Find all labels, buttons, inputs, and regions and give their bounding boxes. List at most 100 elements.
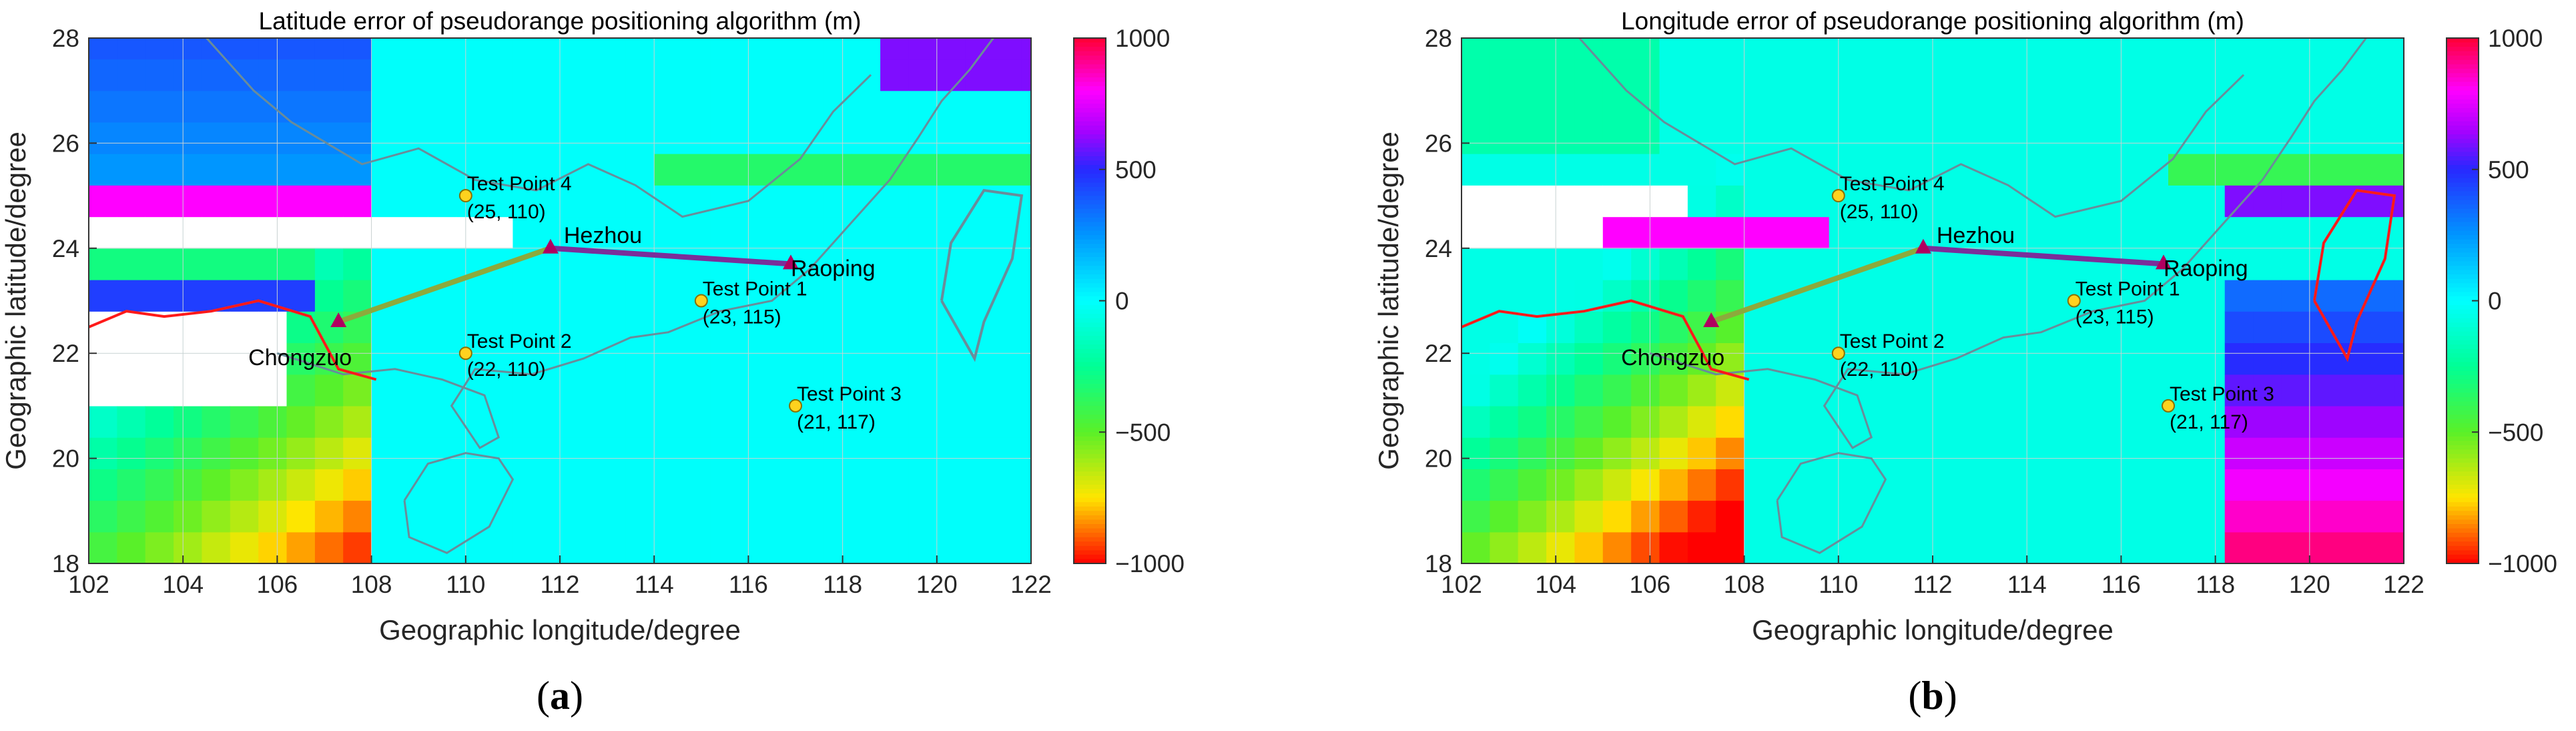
heatmap-cell	[1602, 90, 1632, 123]
heatmap-cell	[1602, 59, 1632, 91]
heatmap-cell	[1490, 531, 1519, 563]
heatmap-cell	[936, 90, 966, 123]
heatmap-cell	[2140, 38, 2169, 60]
colorbar-segment	[2447, 357, 2479, 362]
heatmap-cell	[852, 405, 881, 438]
heatmap-cell	[569, 38, 599, 60]
colorbar-segment	[1074, 204, 1106, 210]
heatmap-cell	[117, 531, 146, 563]
colorbar-segment	[1074, 493, 1106, 499]
heatmap-cell	[1546, 216, 1576, 249]
heatmap-cell	[767, 469, 796, 501]
heatmap-cell	[202, 59, 231, 91]
heatmap-cell	[117, 500, 146, 533]
heatmap-cell	[202, 280, 231, 312]
heatmap-cell	[993, 154, 1022, 186]
heatmap-cell	[343, 469, 372, 501]
province-border	[206, 38, 872, 218]
heatmap-cell	[965, 374, 994, 407]
colorbar-segment	[1074, 506, 1106, 511]
heatmap-cell	[2224, 90, 2254, 123]
heatmap-cell	[1744, 38, 1773, 60]
heatmap-cell	[2224, 154, 2254, 186]
heatmap-cell	[2112, 469, 2141, 501]
heatmap-cell	[2224, 216, 2254, 249]
heatmap-cell	[286, 154, 316, 186]
colorbar-segment	[2447, 484, 2479, 490]
heatmap-cell	[2027, 280, 2056, 312]
heatmap-cell	[456, 531, 485, 563]
colorbar-segment	[1074, 38, 1106, 43]
heatmap-cell	[2394, 342, 2404, 375]
heatmap-cell	[174, 437, 203, 469]
colorbar-segment	[1074, 340, 1106, 345]
heatmap-cell	[852, 154, 881, 186]
heatmap-cell	[2394, 500, 2404, 533]
heatmap-cell	[852, 374, 881, 407]
colorbar-segment	[1074, 64, 1106, 69]
heatmap-cell	[174, 185, 203, 218]
heatmap-cell	[258, 500, 288, 533]
heatmap-cell	[2281, 216, 2310, 249]
heatmap-cell	[625, 121, 655, 154]
heatmap-cell	[2196, 531, 2226, 563]
heatmap-cell	[1518, 185, 1547, 218]
heatmap-cell	[908, 59, 938, 91]
colorbar-segment	[1074, 121, 1106, 126]
heatmap-cell	[2281, 405, 2310, 438]
heatmap-cell	[145, 531, 174, 563]
colorbar-segment	[2447, 348, 2479, 354]
heatmap-cell	[2055, 248, 2084, 280]
heatmap-cell	[2140, 185, 2169, 218]
heatmap-cell	[343, 121, 372, 154]
y-tick-label: 22	[52, 340, 79, 367]
heatmap-cell	[1021, 59, 1031, 91]
test-point-coords-2: (22, 110)	[1840, 358, 1919, 381]
heatmap-cell	[2224, 185, 2254, 218]
heatmap-cell	[145, 38, 174, 60]
colorbar-segment	[1074, 423, 1106, 429]
colorbar: 1000 500 0 −500 −1000	[1073, 25, 1185, 577]
colorbar-segment	[1074, 42, 1106, 47]
heatmap-cell	[597, 469, 627, 501]
colorbar-segment	[1074, 523, 1106, 529]
heatmap-cell	[1857, 90, 1886, 123]
colorbar-segment	[1074, 467, 1106, 472]
heatmap-cell	[2027, 531, 2056, 563]
heatmap-cell	[1829, 90, 1858, 123]
colorbar-segment	[2447, 261, 2479, 266]
heatmap-cell	[400, 437, 428, 469]
heatmap-cell	[908, 248, 938, 280]
colorbar-segment	[1074, 511, 1106, 516]
heatmap-cell	[117, 216, 146, 249]
heatmap-cell	[174, 469, 203, 501]
colorbar-segment	[1074, 235, 1106, 240]
heatmap-cell	[174, 280, 203, 312]
heatmap-cell	[1773, 216, 1801, 249]
heatmap-cell	[1857, 280, 1886, 312]
heatmap-cell	[1021, 405, 1031, 438]
test-point-label-3: Test Point 3	[797, 383, 902, 405]
heatmap-cell	[1462, 90, 1490, 123]
heatmap-cell	[936, 531, 966, 563]
heatmap-cell	[2027, 216, 2056, 249]
heatmap-cell	[89, 280, 117, 312]
x-tick-label: 116	[729, 571, 768, 598]
heatmap-cell	[654, 531, 683, 563]
heatmap-cell	[1885, 216, 1915, 249]
heatmap-cell	[1744, 59, 1773, 91]
heatmap-cell	[343, 280, 372, 312]
heatmap-cell	[2140, 437, 2169, 469]
heatmap-cell	[541, 280, 570, 312]
heatmap-cell	[569, 437, 599, 469]
heatmap-cell	[202, 437, 231, 469]
heatmap-cell	[202, 405, 231, 438]
heatmap-cell	[2281, 500, 2310, 533]
heatmap-cell	[1913, 90, 1943, 123]
heatmap-cell	[1462, 216, 1490, 249]
heatmap-cell	[343, 248, 372, 280]
colorbar-segment	[2447, 405, 2479, 411]
colorbar: 1000 500 0 −500 −1000	[2446, 25, 2557, 577]
heatmap-cell	[965, 154, 994, 186]
colorbar-segment	[1074, 278, 1106, 284]
